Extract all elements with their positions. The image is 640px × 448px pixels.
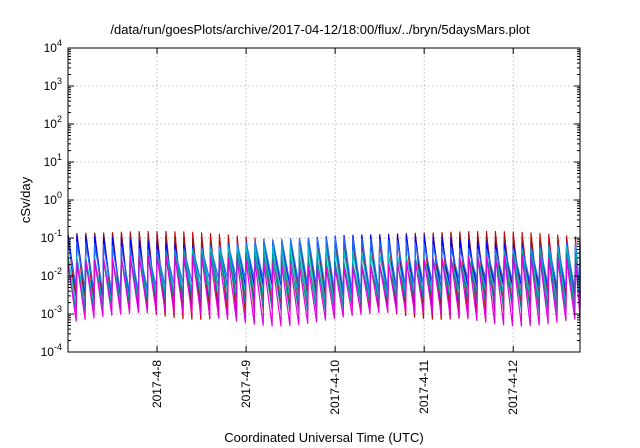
series-group — [67, 230, 581, 327]
x-tick-label: 2017-4-10 — [328, 360, 342, 415]
y-tick-label: 10-1 — [41, 228, 62, 245]
y-tick-label: 10-4 — [41, 342, 62, 359]
x-axis-label: Coordinated Universal Time (UTC) — [224, 430, 423, 445]
chart-title: /data/run/goesPlots/archive/2017-04-12/1… — [110, 22, 530, 37]
y-tick-label: 101 — [44, 152, 62, 169]
y-tick-label: 10-3 — [41, 304, 62, 321]
grid — [68, 48, 580, 352]
y-tick-label: 100 — [44, 190, 62, 207]
y-tick-label: 10-2 — [41, 266, 62, 283]
x-tick-label: 2017-4-12 — [506, 360, 520, 415]
y-tick-label: 103 — [44, 76, 62, 93]
x-tick-label: 2017-4-9 — [239, 360, 253, 408]
series-line — [67, 255, 581, 327]
x-tick-label: 2017-4-8 — [150, 360, 164, 408]
y-tick-label: 104 — [44, 38, 62, 55]
x-tick-label: 2017-4-11 — [417, 360, 431, 414]
y-tick-label: 102 — [44, 114, 62, 131]
x-axis: 2017-4-8 2017-4-9 2017-4-10 2017-4-11 2017-4… — [150, 48, 520, 415]
y-axis-label: cSv/day — [18, 176, 33, 223]
y-axis: 10-4 10-3 10-2 10-1 100 101 102 103 104 — [41, 38, 580, 359]
